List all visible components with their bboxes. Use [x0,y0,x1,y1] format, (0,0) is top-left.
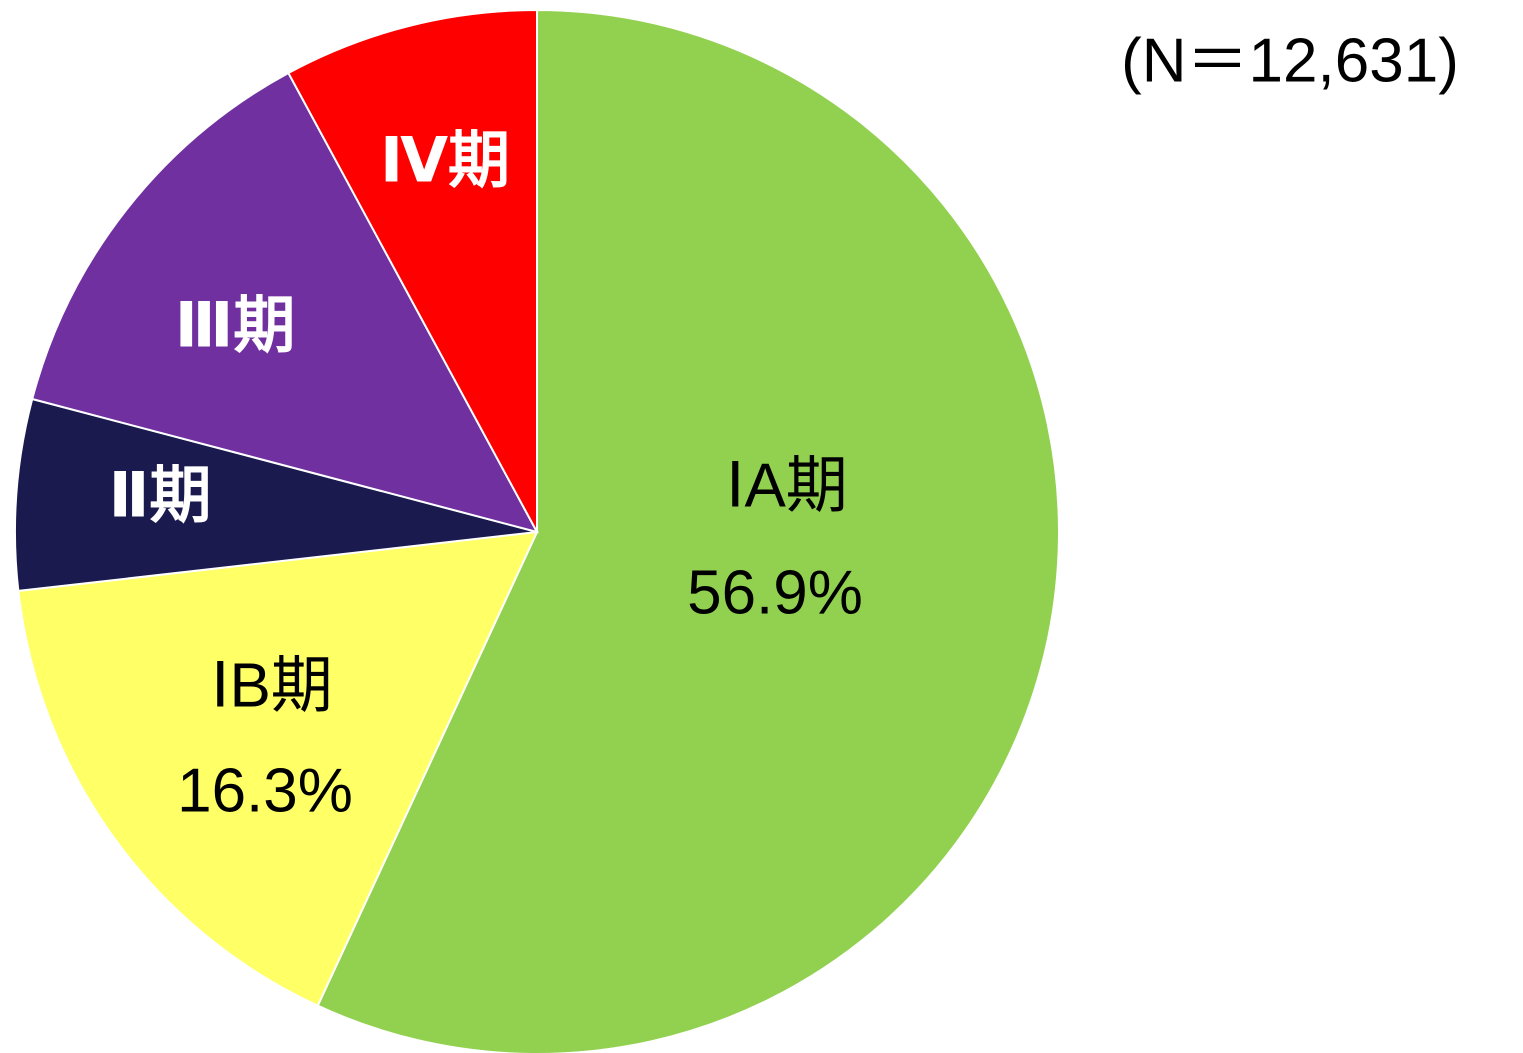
pie-slice [17,530,539,1008]
slice-label: Ⅱ期 [109,461,212,530]
value-label: 56.9% [687,558,863,627]
pie-slice [287,8,538,533]
slice-label: Ⅳ期 [380,126,510,195]
pie-slice [31,71,539,534]
pie-slice [316,8,1060,1053]
slice-label: Ⅲ期 [175,291,296,360]
value-label: 16.3% [177,756,353,825]
sample-size: (N＝12,631) [1121,26,1459,95]
slice-label: ⅠB期 [211,651,333,720]
pie-slice [14,397,538,593]
slice-label: ⅠA期 [726,451,848,520]
